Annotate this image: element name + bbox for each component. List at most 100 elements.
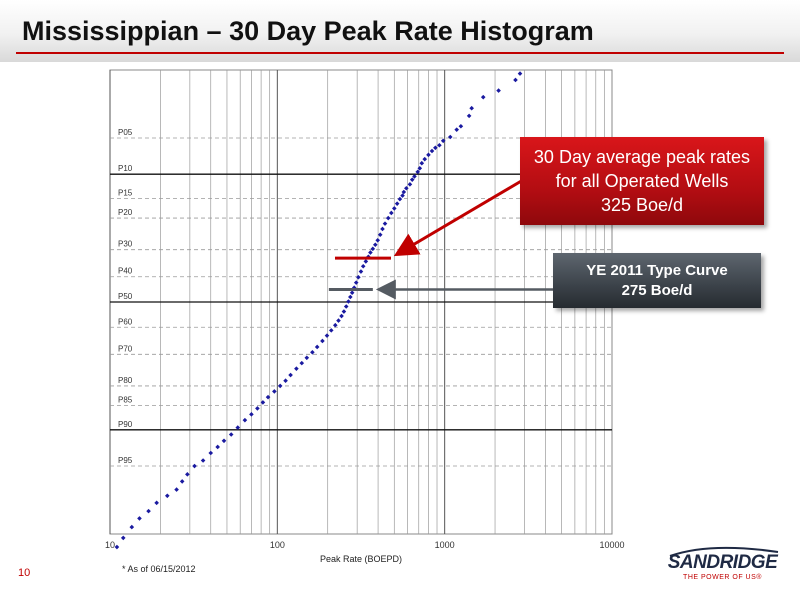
marker-layer	[328, 178, 555, 300]
x-tick-label: 10000	[599, 540, 624, 550]
callout-line-3: 325 Boe/d	[600, 195, 684, 215]
logo-swoosh-icon	[669, 546, 779, 557]
y-tick-label: P70	[118, 344, 133, 353]
average-peak-rate-callout: 30 Day average peak rates for all Operat…	[520, 137, 764, 225]
data-point	[137, 516, 142, 521]
logo-wordmark: SANDRIDGE	[667, 552, 778, 573]
data-point	[120, 535, 126, 541]
data-point	[351, 285, 357, 291]
data-point	[314, 344, 320, 350]
data-point	[404, 185, 409, 191]
data-point	[332, 322, 338, 328]
data-point	[349, 290, 355, 296]
y-tick-label: P40	[118, 267, 133, 276]
data-point	[358, 269, 364, 274]
data-point	[343, 304, 349, 309]
y-tick-label: P20	[118, 208, 133, 217]
data-point	[114, 544, 120, 550]
data-point	[348, 294, 353, 300]
type-curve-line-2: 275 Boe/d	[621, 281, 693, 299]
data-point	[363, 259, 369, 264]
data-point	[417, 165, 423, 171]
data-point	[419, 160, 425, 166]
type-curve-callout: YE 2011 Type Curve 275 Boe/d	[553, 253, 761, 308]
data-point	[185, 472, 190, 477]
data-point	[422, 156, 428, 162]
data-point	[129, 524, 135, 530]
data-point	[265, 394, 271, 400]
data-point	[368, 250, 373, 255]
data-point	[517, 71, 523, 76]
data-point	[179, 479, 185, 484]
y-tick-label: P30	[118, 240, 133, 249]
x-tick-label: 100	[270, 540, 285, 550]
data-point	[373, 242, 378, 248]
data-point	[310, 349, 315, 355]
data-point	[304, 355, 310, 361]
data-point	[447, 134, 453, 140]
data-point	[380, 226, 385, 232]
data-point	[208, 450, 214, 456]
data-point	[394, 201, 400, 206]
data-point	[336, 318, 341, 323]
data-point	[324, 333, 330, 338]
x-tick-label: 1000	[435, 540, 455, 550]
data-point	[277, 383, 283, 389]
sandridge-logo: SANDRIDGE THE POWER OF US®	[660, 546, 785, 586]
x-tick-label: 10	[105, 540, 115, 550]
y-tick-label: P05	[118, 128, 133, 137]
data-point	[146, 508, 151, 514]
y-tick-label: P95	[118, 456, 133, 465]
data-point	[260, 400, 266, 405]
data-point	[370, 246, 376, 252]
data-point	[513, 77, 518, 83]
data-point	[221, 438, 227, 444]
data-point	[356, 274, 361, 280]
y-tick-label: P80	[118, 376, 133, 385]
data-point	[164, 493, 170, 499]
data-point	[235, 425, 241, 430]
data-point	[255, 406, 260, 411]
data-point	[440, 138, 446, 144]
page-number: 10	[18, 567, 31, 579]
y-tick-label: P90	[118, 420, 133, 429]
data-point	[375, 237, 381, 243]
x-axis-label: Peak Rate (BOEPD)	[320, 554, 402, 564]
data-point	[437, 142, 442, 148]
data-point	[353, 280, 359, 285]
data-point	[407, 182, 413, 187]
data-point	[228, 432, 234, 437]
data-point	[339, 313, 344, 319]
data-points-layer	[114, 71, 523, 550]
data-point	[360, 263, 366, 269]
data-point	[385, 215, 391, 221]
data-point	[397, 196, 403, 202]
data-point	[215, 444, 220, 450]
data-point	[429, 148, 435, 154]
data-point	[412, 174, 417, 179]
data-point	[377, 232, 383, 238]
header-bar: Mississippian – 30 Day Peak Rate Histogr…	[0, 0, 800, 62]
data-point	[283, 378, 288, 384]
data-point	[400, 193, 405, 198]
data-point	[480, 94, 486, 100]
data-point	[346, 299, 351, 304]
data-point	[272, 389, 277, 394]
data-point	[249, 412, 254, 417]
axis-layer: P05 P10 P15 P20 P30 P40 P50 P60 P70 P80 P85 P90 P95 1…	[105, 128, 625, 564]
y-tick-label: P10	[118, 164, 133, 173]
data-point	[174, 487, 179, 492]
type-curve-line-1: YE 2011 Type Curve	[586, 261, 728, 279]
average-rate-arrow	[393, 178, 524, 257]
data-point	[389, 210, 394, 216]
data-point	[382, 221, 388, 226]
data-point	[391, 206, 397, 211]
data-point	[192, 463, 197, 469]
page-title: Mississippian – 30 Day Peak Rate Histogr…	[22, 16, 594, 46]
y-tick-label: P60	[118, 317, 133, 326]
data-point	[454, 127, 459, 132]
data-point	[328, 328, 334, 333]
data-point	[415, 169, 421, 175]
y-tick-label: P15	[118, 189, 133, 198]
data-point	[299, 360, 305, 366]
